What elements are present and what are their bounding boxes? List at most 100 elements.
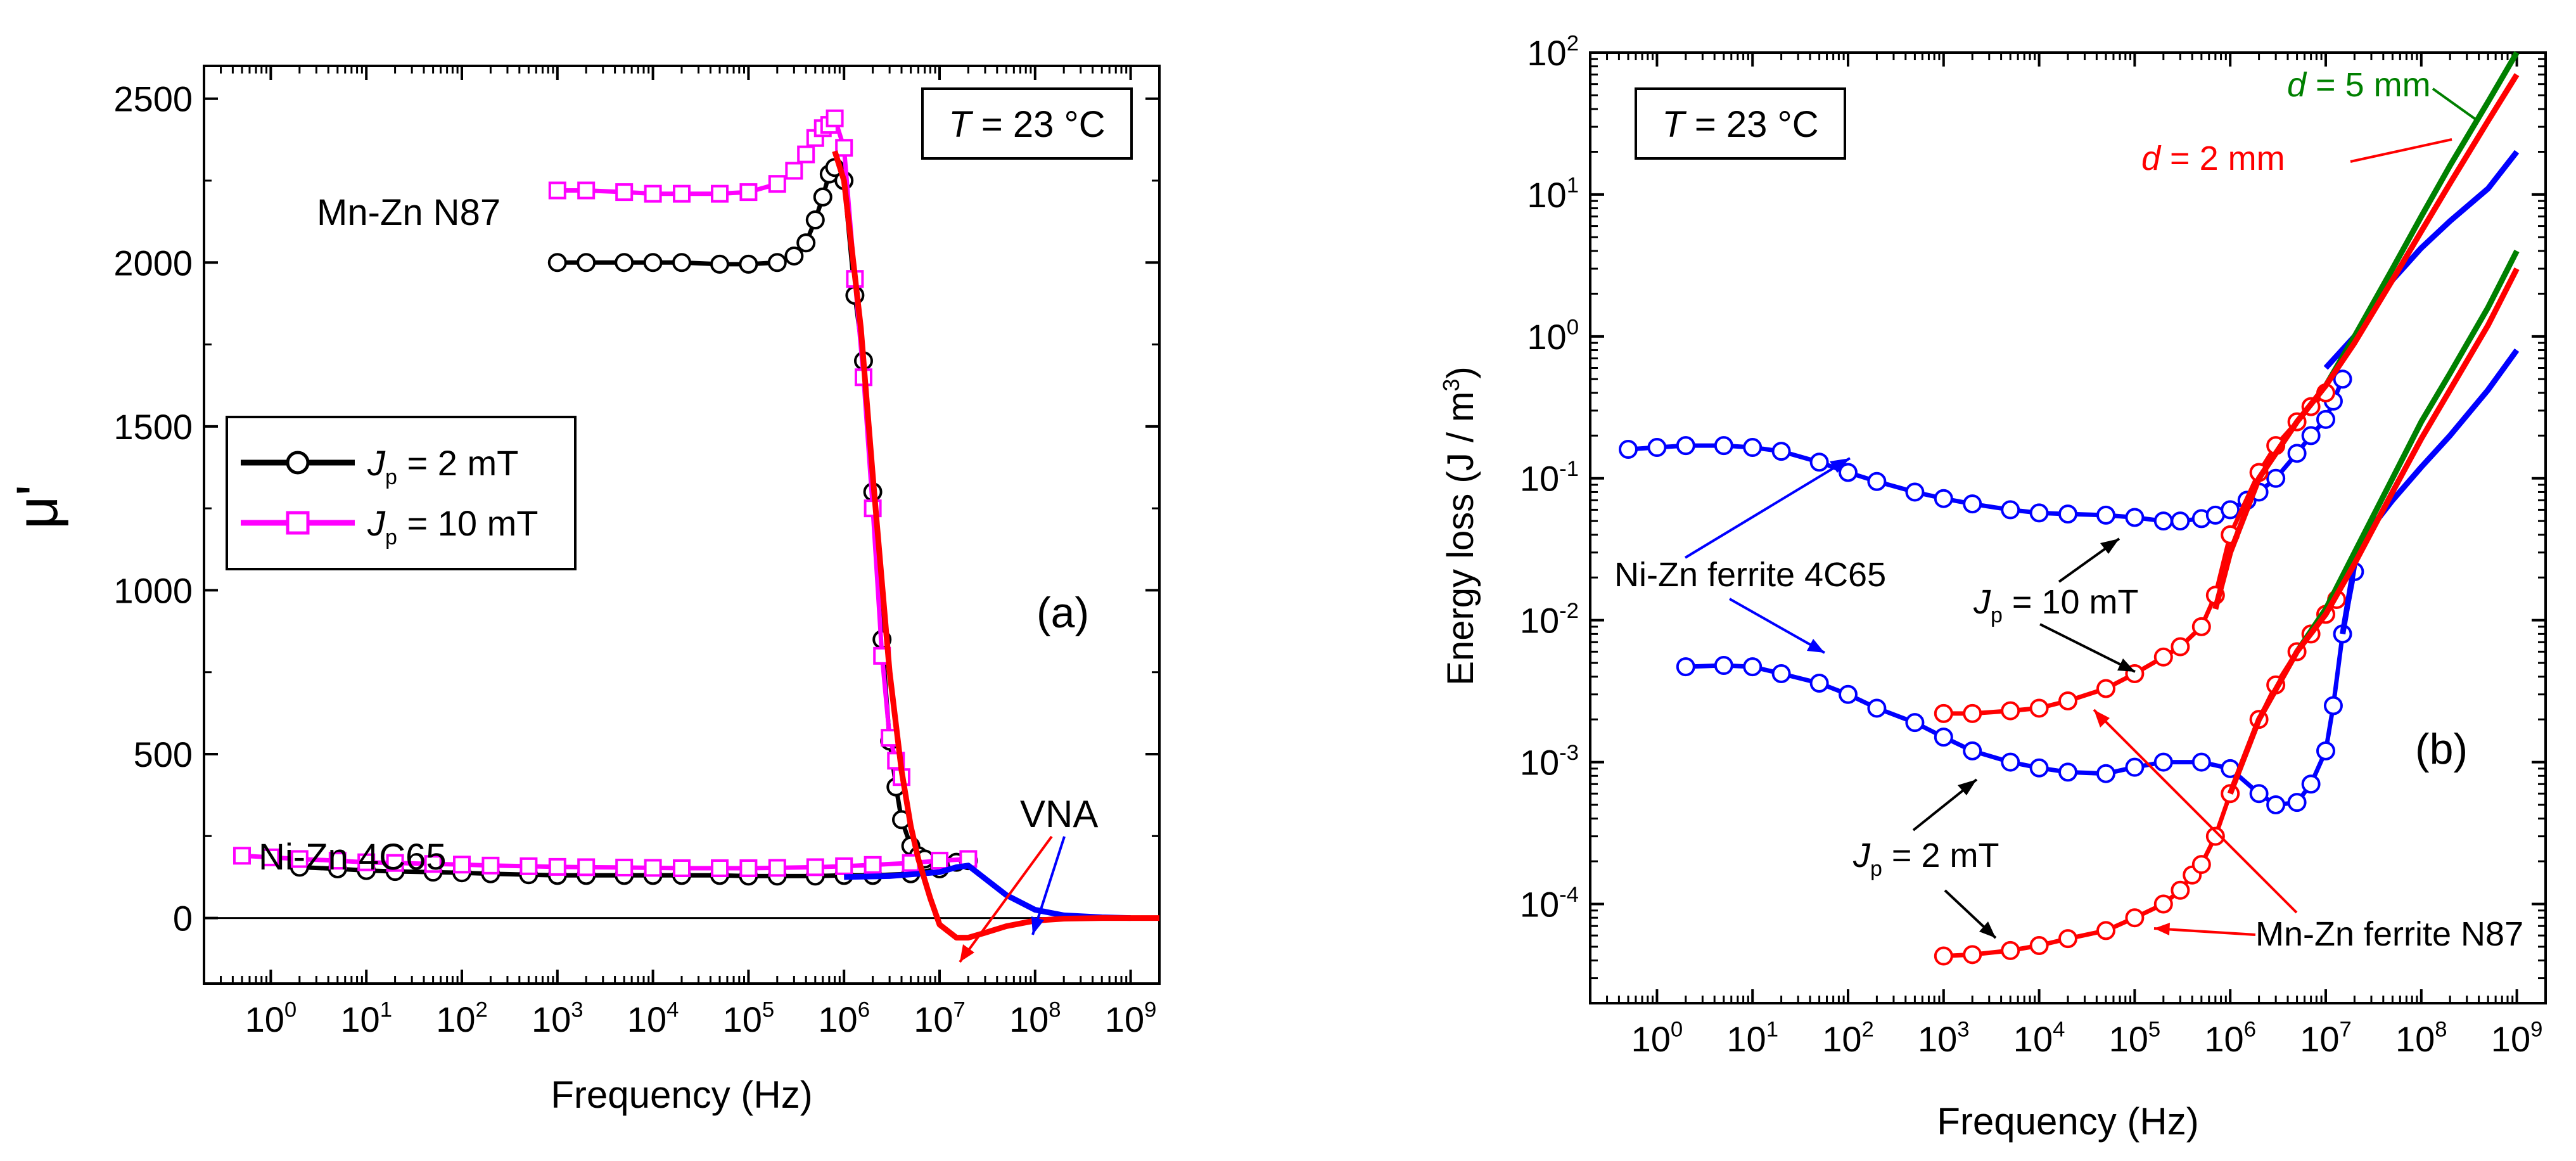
legend-jp10-prefix: J: [367, 503, 386, 543]
panel-b-data-point: [2058, 762, 2077, 782]
vna-arrow-red: [959, 835, 1053, 963]
panel-b-data-point: [1647, 438, 1667, 458]
panel-b-x-tick-label: 108: [2395, 1017, 2447, 1059]
panel-b-data-point: [2029, 758, 2049, 778]
panel-a-x-tick-label: 103: [532, 997, 583, 1039]
mnzn-arrow-1: [2093, 709, 2298, 914]
panel-b-series-7: [2212, 73, 2520, 610]
jp10-arrowhead-down: [2117, 658, 2135, 672]
panel-b-x-tick-label-base: 10: [1918, 1019, 1957, 1059]
panel-a-legend-frame: [226, 416, 577, 570]
panel-a-y-axis-label: μ': [5, 485, 70, 530]
panel-a-x-tick-label-base: 10: [532, 999, 571, 1039]
panel-b-data-point: [2301, 426, 2321, 446]
panel-b-y-tick-label: 10-4: [1520, 883, 1579, 925]
panel-b-data-point: [1934, 703, 1953, 723]
panel-b-data-point: [2153, 752, 2173, 772]
panel-a-data-point: [672, 253, 691, 273]
panel-a-x-tick-label-base: 10: [340, 999, 379, 1039]
panel-a-x-tick-label: 100: [245, 997, 297, 1039]
panel-b-y-tick-label: 10-2: [1520, 599, 1579, 641]
panel-b-y-tick-label-base: 10: [1520, 884, 1559, 924]
jp10-rest: = 10 mT: [2003, 583, 2139, 621]
panel-b-data-point: [2205, 826, 2225, 846]
panel-a-series-4: [844, 863, 1131, 921]
panel-a-data-point: [644, 859, 662, 877]
annotation-nizn-4c65: Ni-Zn 4C65: [258, 837, 447, 878]
panel-a-x-tick-label: 102: [436, 997, 488, 1039]
d2-var: d: [2141, 139, 2162, 177]
panel-b-y-tick-label-exp: -3: [1559, 741, 1579, 765]
panel-a-vna-arrows: [959, 835, 1066, 963]
panel-b-series-line: [2228, 267, 2520, 795]
panel-b-x-tick-label: 101: [1726, 1017, 1778, 1059]
panel-a-data-point: [931, 852, 949, 870]
panel-a-temperature-rest: = 23 °C: [971, 104, 1106, 145]
legend-jp2-rest: = 2 mT: [397, 443, 518, 483]
panel-a-data-point: [577, 253, 596, 273]
panel-b-data-point: [1743, 657, 1763, 677]
panel-b-data-point: [2191, 855, 2211, 875]
panel-b-data-point: [2316, 741, 2336, 760]
panel-b-data-point: [2029, 698, 2049, 718]
panel-a-x-tick-label-base: 10: [245, 999, 284, 1039]
jp2-arrowhead-down: [1979, 921, 1996, 938]
panel-a-data-point: [644, 184, 662, 203]
panel-a-series-3: [233, 847, 978, 877]
panel-a-temperature-label: T = 23 °C: [948, 104, 1105, 145]
panel-b-data-point: [2221, 500, 2240, 520]
panel-b-x-tick-label-base: 10: [2395, 1019, 2435, 1059]
panel-b-data-point: [1714, 656, 1733, 676]
panel-a-data-point: [739, 859, 758, 877]
panel-a-temperature-frame: [921, 87, 1133, 160]
panel-a-series-line: [844, 863, 1131, 921]
panel-b-data-point: [2096, 679, 2116, 698]
panel-b-data-point: [1963, 494, 1982, 514]
panel-a-data-point: [548, 181, 566, 200]
panel-b-ticks: 100 101 102 103 104 105 106 107 108 10910-410-310…: [1520, 31, 2546, 1059]
panel-b-x-tick-label: 104: [2013, 1017, 2065, 1059]
legend-label-jp2: Jp = 2 mT: [367, 443, 518, 489]
panel-b-data-point: [1867, 471, 1887, 491]
panel-b-x-tick-label: 106: [2204, 1017, 2256, 1059]
panel-a-series-1: [548, 109, 910, 786]
panel-b-data-point: [1905, 713, 1925, 733]
panel-a-x-tick-label-exp: 0: [284, 997, 296, 1022]
panel-b-data-point: [2001, 752, 2020, 772]
panel-b-x-tick-label-exp: 7: [2339, 1017, 2351, 1041]
panel-a-data-point: [711, 859, 729, 877]
panel-a-x-tick-label: 108: [1009, 997, 1061, 1039]
panel-b-x-tick-label: 109: [2491, 1017, 2543, 1059]
panel-a-x-tick-label: 109: [1105, 997, 1157, 1039]
panel-b-y-tick-label: 102: [1527, 31, 1579, 73]
mnzn-arrowhead-1: [2094, 710, 2110, 728]
panel-a-x-tick-label-exp: 5: [762, 997, 774, 1022]
panel-a-x-tick-label-base: 10: [1105, 999, 1144, 1039]
panel-a-x-tick-label: 106: [818, 997, 870, 1039]
panel-b-x-tick-label-exp: 1: [1766, 1017, 1778, 1041]
panel-b-data-point: [1934, 489, 1953, 508]
panel-a-series: [233, 109, 1159, 941]
annotation-mnzn-ferrite: Mn-Zn ferrite N87: [2255, 915, 2523, 953]
d5-pointer: [2432, 87, 2478, 122]
panel-b-series-3: [1934, 589, 2347, 966]
panel-a-data-point: [615, 253, 634, 273]
panel-a-data-point: [710, 254, 730, 274]
panel-b-y-tick-label-exp: 1: [1567, 173, 1579, 197]
panel-b-data-point: [2125, 508, 2145, 527]
panel-b-x-tick-label-exp: 4: [2053, 1017, 2065, 1041]
panel-b-data-point: [2171, 511, 2190, 531]
panel-b-y-tick-label: 100: [1527, 315, 1579, 357]
panel-b-data-point: [1934, 728, 1953, 747]
mnzn-arrow-2: [2153, 927, 2256, 936]
panel-b-x-tick-label: 105: [2109, 1017, 2161, 1059]
panel-b-y-tick-label-base: 10: [1520, 459, 1559, 499]
panel-b-data-point: [1963, 945, 1982, 965]
panel-a-x-tick-label-base: 10: [436, 999, 475, 1039]
panel-a-x-tick-label-exp: 9: [1144, 997, 1156, 1022]
panel-b-series-line: [1943, 598, 2339, 959]
panel-a-data-point: [615, 183, 634, 202]
legend-jp2-prefix: J: [367, 443, 386, 483]
panel-b-data-point: [2001, 701, 2020, 721]
panel-a-x-axis-label: Frequency (Hz): [551, 1074, 812, 1116]
